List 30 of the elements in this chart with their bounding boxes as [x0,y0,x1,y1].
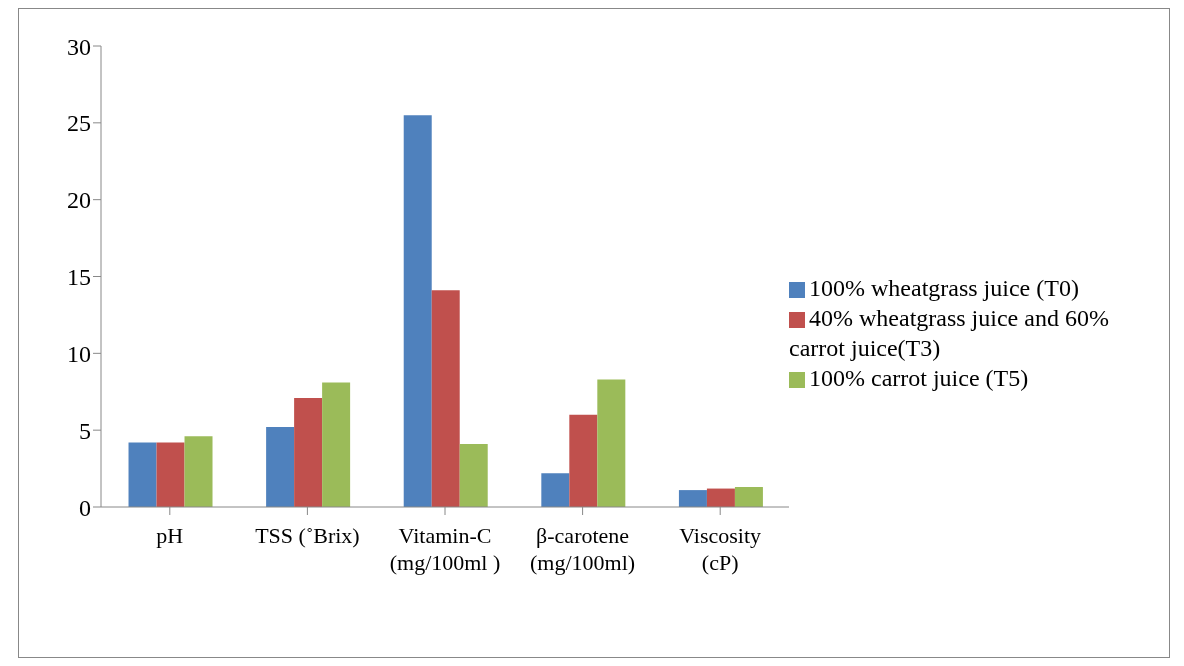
y-tick-label: 25 [67,110,91,137]
bar [678,490,707,507]
bar [541,473,570,507]
bar [459,444,488,507]
bar [706,488,735,507]
y-tick-label: 0 [79,494,91,521]
bar [184,436,213,507]
bar [597,379,626,507]
bar [266,427,295,507]
y-tick-label: 5 [79,417,91,444]
y-tick-label: 20 [67,187,91,214]
y-tick-label: 10 [67,340,91,367]
y-tick-label: 30 [67,33,91,60]
x-tick-label: pH [156,523,184,548]
bar [734,487,763,507]
x-tick-label: Vitamin-C (mg/100ml ) [389,523,501,575]
bar [322,382,351,507]
x-tick-label: TSS (˚Brix) [255,523,360,548]
legend-label: 100% wheatgrass juice (T0) [809,275,1079,301]
bar [403,115,432,507]
bar [569,414,598,507]
bar [294,397,323,507]
x-tick-label: Viscosity (cP) [679,523,762,575]
bar [128,442,157,507]
y-tick-label: 15 [67,264,91,291]
legend-label: 40% wheatgrass juice and 60% carrot juice(T3) [789,305,1109,361]
x-tick-label: β-carotene (mg/100ml) [530,523,636,575]
bar [431,290,460,507]
legend-label: 100% carrot juice (T5) [809,365,1029,391]
bar [156,442,185,507]
